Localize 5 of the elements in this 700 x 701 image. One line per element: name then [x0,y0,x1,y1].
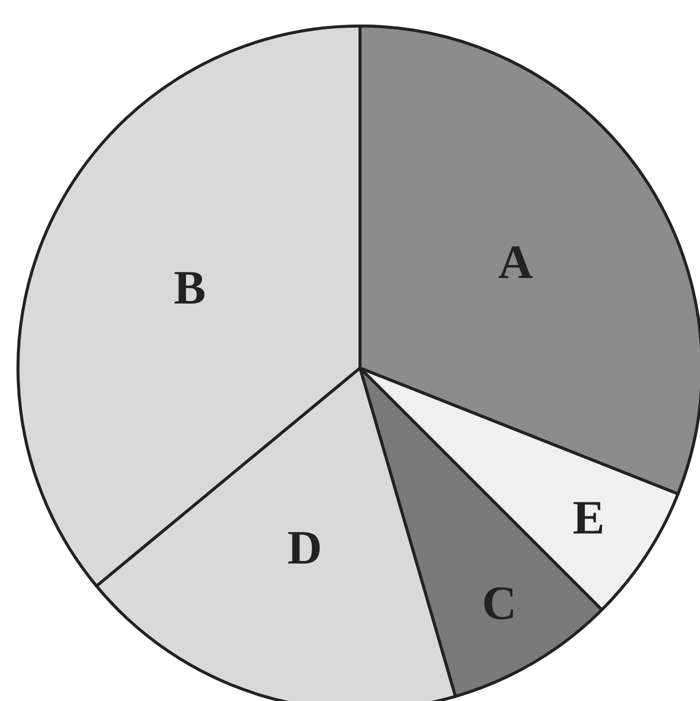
slice-label: D [287,521,322,574]
slice-label: C [482,577,517,630]
slice-label: E [572,492,605,545]
slice-label: B [174,261,206,314]
slice-label: A [498,236,534,289]
